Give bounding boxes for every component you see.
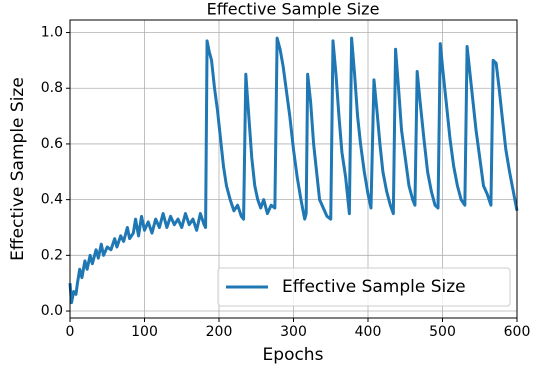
x-tick-label: 200: [206, 324, 233, 340]
x-tick-label: 0: [66, 324, 75, 340]
x-tick-label: 600: [504, 324, 531, 340]
y-tick-label: 0.2: [41, 247, 63, 263]
y-tick-label: 0.4: [41, 192, 63, 208]
y-tick-label: 0.0: [41, 303, 63, 319]
y-axis-label: Effective Sample Size: [8, 77, 28, 261]
x-axis-label: Epochs: [263, 345, 324, 365]
x-tick-label: 300: [280, 324, 307, 340]
x-tick-label: 400: [355, 324, 382, 340]
x-tick-label: 500: [429, 324, 456, 340]
y-tick-label: 1.0: [41, 25, 63, 41]
legend-label: Effective Sample Size: [282, 277, 466, 297]
plot-frame: [69, 19, 518, 319]
y-tick-label: 0.8: [41, 80, 63, 96]
line-series: [68, 36, 519, 305]
legend-box: [217, 267, 511, 307]
chart-title: Effective Sample Size: [207, 0, 380, 19]
y-tick-label: 0.6: [41, 136, 63, 152]
x-tick-label: 100: [131, 324, 158, 340]
